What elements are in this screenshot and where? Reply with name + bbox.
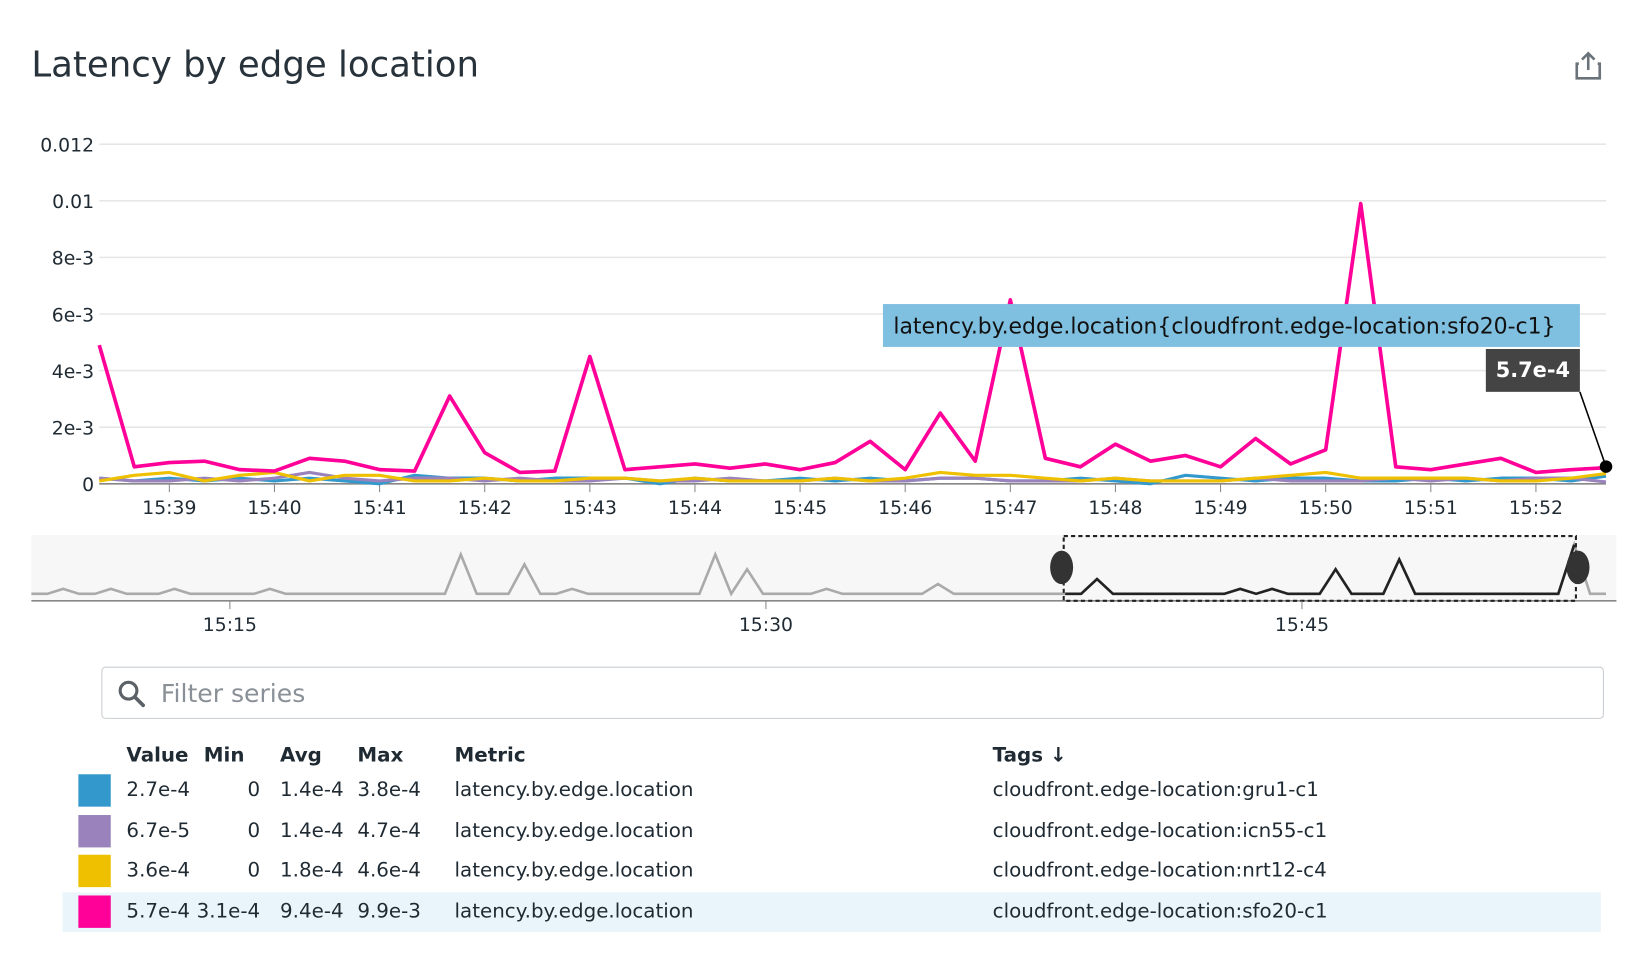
tooltip-value-box [1485,348,1580,392]
cell-metric: latency.by.edge.location [454,858,694,882]
cell-tags: cloudfront.edge-location:icn55-c1 [992,818,1328,842]
x-tick-label: 15:51 [1404,498,1458,519]
cell-min: 0 [247,778,261,802]
x-tick-label: 15:41 [353,498,407,519]
cell-min: 0 [247,858,261,882]
legend-row[interactable]: 5.7e-4 3.1e-4 9.4e-4 9.9e-3 latency.by.e… [62,891,1601,932]
x-tick-label: 15:47 [983,498,1037,519]
col-header-min[interactable]: Min [203,743,245,767]
navigator[interactable]: 15:15 15:30 15:45 [31,534,1617,636]
cell-avg: 1.8e-4 [280,858,344,882]
cell-min: 3.1e-4 [196,899,261,923]
navigator-tick-label: 15:15 [203,615,257,636]
cell-tags: cloudfront.edge-location:nrt12-c4 [992,858,1327,882]
col-header-metric[interactable]: Metric [454,743,526,767]
filter-series-input[interactable] [158,676,1522,712]
cell-value: 3.6e-4 [126,858,191,882]
tooltip-label-box [882,304,1580,347]
cell-value: 5.7e-4 [126,899,191,923]
x-tick-label: 15:45 [773,498,827,519]
share-export-icon [1575,51,1602,80]
col-header-value[interactable]: Value [126,743,189,767]
timeseries-chart[interactable]: 0 2e-3 4e-3 6e-3 8e-3 0.01 0.012 15:39 15:40 15:4… [0,0,1630,648]
x-tick-label: 15:50 [1299,498,1353,519]
x-tick-label: 15:49 [1193,498,1247,519]
series-line-sfo20-c1[interactable] [97,201,1607,475]
cell-metric: latency.by.edge.location [454,818,694,842]
col-header-tags[interactable]: Tags ↓ [992,743,1067,767]
navigator-tick-label: 15:30 [739,615,793,636]
cell-avg: 1.4e-4 [280,818,344,842]
cell-min: 0 [247,818,261,842]
cell-tags: cloudfront.edge-location:gru1-c1 [992,778,1319,802]
y-tick-label: 8e-3 [52,249,94,270]
cell-avg: 1.4e-4 [280,778,344,802]
widget-title: Latency by edge location [31,43,480,86]
cell-max: 9.9e-3 [357,899,421,923]
x-tick-label: 15:39 [142,498,196,519]
tooltip: latency.by.edge.location{cloudfront.edge… [882,304,1613,473]
legend-row[interactable]: 3.6e-4 0 1.8e-4 4.6e-4 latency.by.edge.l… [63,852,1601,892]
x-tick-label: 15:48 [1088,498,1142,519]
tooltip-value: 5.7e-4 [1496,358,1570,382]
series-line-nrt12-c4[interactable] [99,470,1607,483]
cell-max: 4.7e-4 [357,818,421,842]
tooltip-label: latency.by.edge.location{cloudfront.edge… [893,314,1555,339]
navigator-handle-right[interactable] [1566,550,1590,585]
cell-tags: cloudfront.edge-location:sfo20-c1 [992,899,1328,923]
series-color-swatch [78,774,111,807]
x-tick-label: 15:42 [458,498,512,519]
filter-series-field[interactable] [101,666,1604,719]
y-tick-label: 0.012 [40,136,94,157]
y-tick-label: 4e-3 [52,362,94,383]
legend-row[interactable]: 6.7e-5 0 1.4e-4 4.7e-4 latency.by.edge.l… [63,811,1601,851]
cell-max: 3.8e-4 [357,778,421,802]
navigator-selected-series [1065,544,1576,596]
series-color-swatch [78,894,111,928]
x-tick-label: 15:52 [1509,498,1563,519]
share-button[interactable] [1573,50,1604,81]
x-tick-label: 15:46 [878,498,932,519]
cell-metric: latency.by.edge.location [454,899,694,923]
cell-max: 4.6e-4 [357,858,421,882]
series-color-swatch [78,854,111,888]
y-tick-label: 0.01 [52,192,94,213]
col-header-max[interactable]: Max [357,743,404,767]
hover-point [1599,460,1613,473]
x-tick-label: 15:40 [247,498,301,519]
series-color-swatch [78,814,111,847]
tooltip-pointer [1579,391,1607,467]
x-tick-label: 15:43 [563,498,617,519]
cell-avg: 9.4e-4 [280,899,344,923]
cell-value: 6.7e-5 [126,818,191,842]
col-header-avg[interactable]: Avg [280,743,322,767]
y-tick-label: 0 [82,475,94,496]
x-tick-label: 15:44 [668,498,722,519]
legend-row[interactable]: 2.7e-4 0 1.4e-4 3.8e-4 latency.by.edge.l… [63,771,1601,811]
navigator-handle-left[interactable] [1050,550,1074,585]
search-icon [118,680,145,708]
y-tick-label: 6e-3 [52,305,94,326]
navigator-tick-label: 15:45 [1275,615,1329,636]
cell-metric: latency.by.edge.location [454,778,694,802]
cell-value: 2.7e-4 [126,778,191,802]
y-tick-label: 2e-3 [52,419,94,440]
